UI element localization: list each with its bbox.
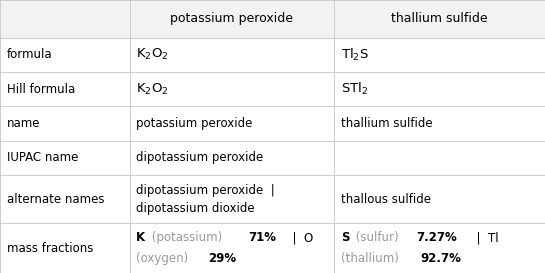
Text: 92.7%: 92.7% (420, 252, 461, 265)
Text: $\mathregular{K}_{2}\mathregular{O}_{2}$: $\mathregular{K}_{2}\mathregular{O}_{2}$ (136, 47, 169, 62)
Text: (oxygen): (oxygen) (136, 252, 192, 265)
Text: $\mathregular{T}\mathregular{l}_{2}\mathregular{S}$: $\mathregular{T}\mathregular{l}_{2}\math… (341, 47, 368, 63)
Text: $\mathregular{K}_{2}\mathregular{O}_{2}$: $\mathregular{K}_{2}\mathregular{O}_{2}$ (136, 82, 169, 97)
Text: name: name (7, 117, 40, 130)
Text: 29%: 29% (209, 252, 237, 265)
Text: dipotassium peroxide  |: dipotassium peroxide | (136, 183, 275, 197)
Text: |  O: | O (285, 232, 313, 244)
Text: (thallium): (thallium) (341, 252, 402, 265)
Text: potassium peroxide: potassium peroxide (136, 117, 253, 130)
Text: dipotassium dioxide: dipotassium dioxide (136, 201, 255, 215)
Text: thallium sulfide: thallium sulfide (341, 117, 432, 130)
Text: $\mathregular{S}\mathregular{T}\mathregular{l}_{2}$: $\mathregular{S}\mathregular{T}\mathregu… (341, 81, 368, 97)
Text: 71%: 71% (249, 232, 277, 244)
Text: mass fractions: mass fractions (7, 242, 93, 254)
Text: potassium peroxide: potassium peroxide (171, 12, 293, 25)
Bar (0, 0, 545, 38)
Text: dipotassium peroxide: dipotassium peroxide (136, 152, 263, 164)
Text: alternate names: alternate names (7, 192, 104, 206)
Text: |  Tl: | Tl (469, 232, 499, 244)
Text: K: K (136, 232, 146, 244)
Text: formula: formula (7, 48, 52, 61)
Text: (sulfur): (sulfur) (352, 232, 402, 244)
Text: Hill formula: Hill formula (7, 83, 75, 96)
Text: thallous sulfide: thallous sulfide (341, 192, 431, 206)
Text: thallium sulfide: thallium sulfide (391, 12, 488, 25)
Text: IUPAC name: IUPAC name (7, 152, 78, 164)
Text: S: S (341, 232, 349, 244)
Text: (potassium): (potassium) (148, 232, 226, 244)
Text: 7.27%: 7.27% (416, 232, 457, 244)
